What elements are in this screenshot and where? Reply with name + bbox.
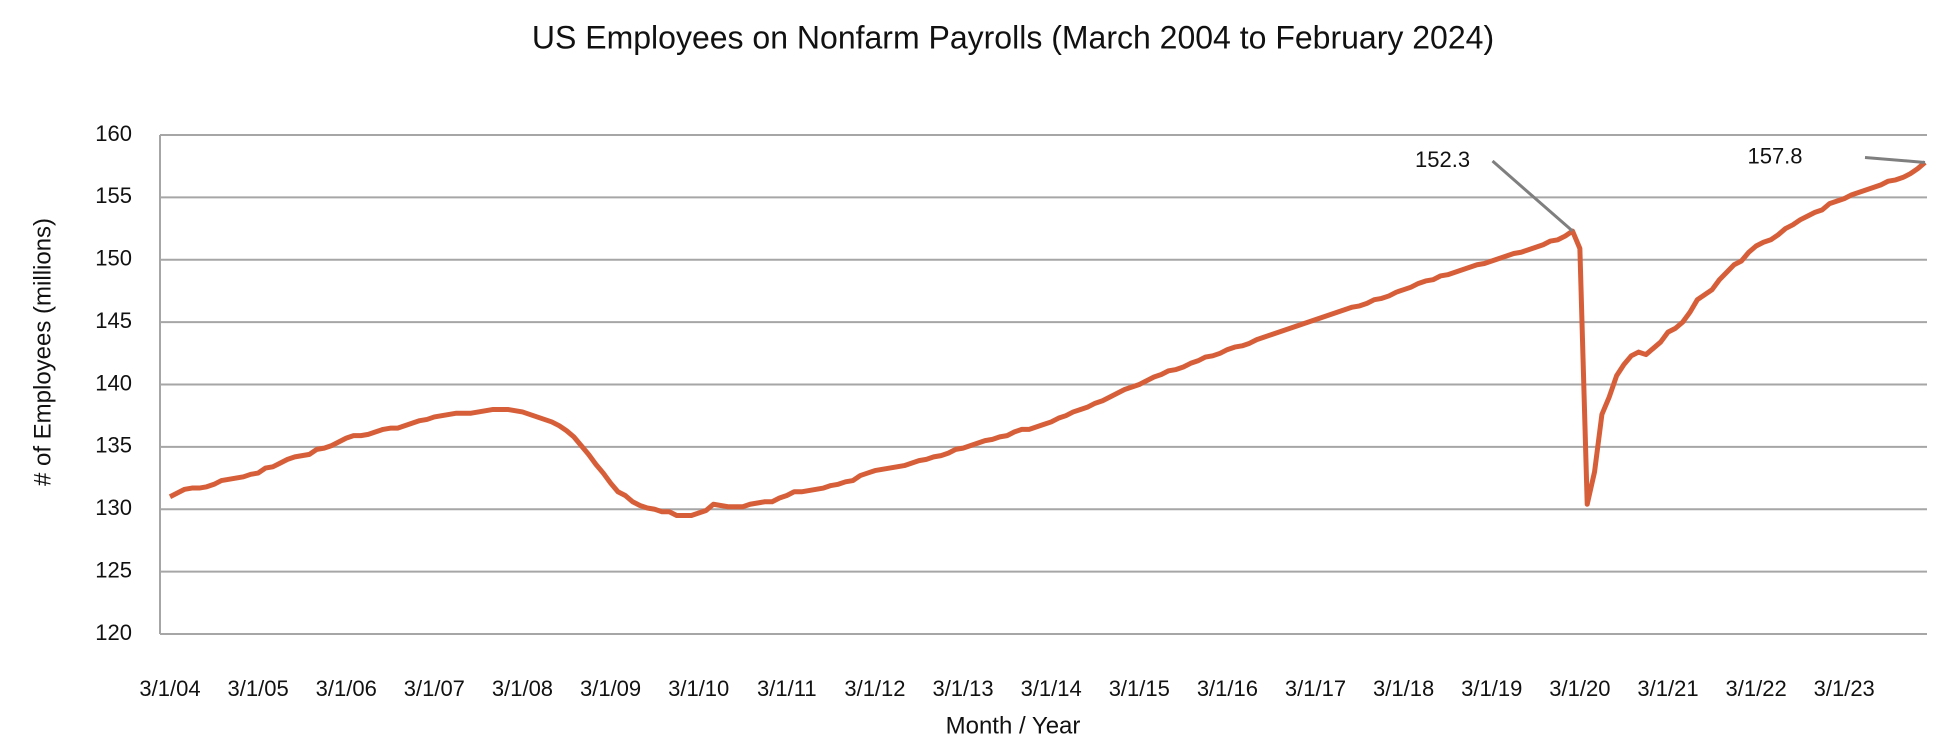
y-tick-label: 150 <box>95 246 132 271</box>
y-axis-title: # of Employees (millions) <box>29 218 56 486</box>
x-tick-label: 3/1/10 <box>668 676 729 701</box>
y-tick-label: 140 <box>95 370 132 395</box>
x-tick-label: 3/1/11 <box>757 676 817 701</box>
x-axis-title: Month / Year <box>946 712 1081 739</box>
annotation: 152.3 <box>1415 147 1470 172</box>
annotation-leader <box>1491 159 1574 233</box>
x-tick-label: 3/1/04 <box>139 676 200 701</box>
x-tick-label: 3/1/17 <box>1285 676 1346 701</box>
x-tick-label: 3/1/22 <box>1726 676 1787 701</box>
annotation: 157.8 <box>1747 143 1802 168</box>
y-tick-label: 125 <box>95 557 132 582</box>
x-tick-label: 3/1/08 <box>492 676 553 701</box>
x-tick-label: 3/1/07 <box>404 676 465 701</box>
x-tick-label: 3/1/09 <box>580 676 641 701</box>
y-tick-label: 130 <box>95 495 132 520</box>
x-tick-label: 3/1/15 <box>1109 676 1170 701</box>
data-line <box>168 160 1927 518</box>
x-tick-label: 3/1/14 <box>1021 676 1082 701</box>
chart-title: US Employees on Nonfarm Payrolls (March … <box>532 19 1494 55</box>
y-tick-label: 160 <box>95 121 132 146</box>
x-tick-label: 3/1/19 <box>1461 676 1522 701</box>
x-tick-label: 3/1/12 <box>844 676 905 701</box>
annotation-leader <box>1864 155 1926 164</box>
y-tick-label: 155 <box>95 183 132 208</box>
x-tick-label: 3/1/13 <box>932 676 993 701</box>
y-tick-label: 135 <box>95 433 132 458</box>
y-tick-label: 145 <box>95 308 132 333</box>
x-tick-label: 3/1/21 <box>1637 676 1698 701</box>
y-tick-label: 120 <box>95 620 132 645</box>
x-tick-label: 3/1/23 <box>1814 676 1875 701</box>
x-tick-label: 3/1/20 <box>1549 676 1610 701</box>
x-tick-label: 3/1/16 <box>1197 676 1258 701</box>
x-tick-label: 3/1/18 <box>1373 676 1434 701</box>
x-tick-label: 3/1/05 <box>228 676 289 701</box>
x-tick-label: 3/1/06 <box>316 676 377 701</box>
